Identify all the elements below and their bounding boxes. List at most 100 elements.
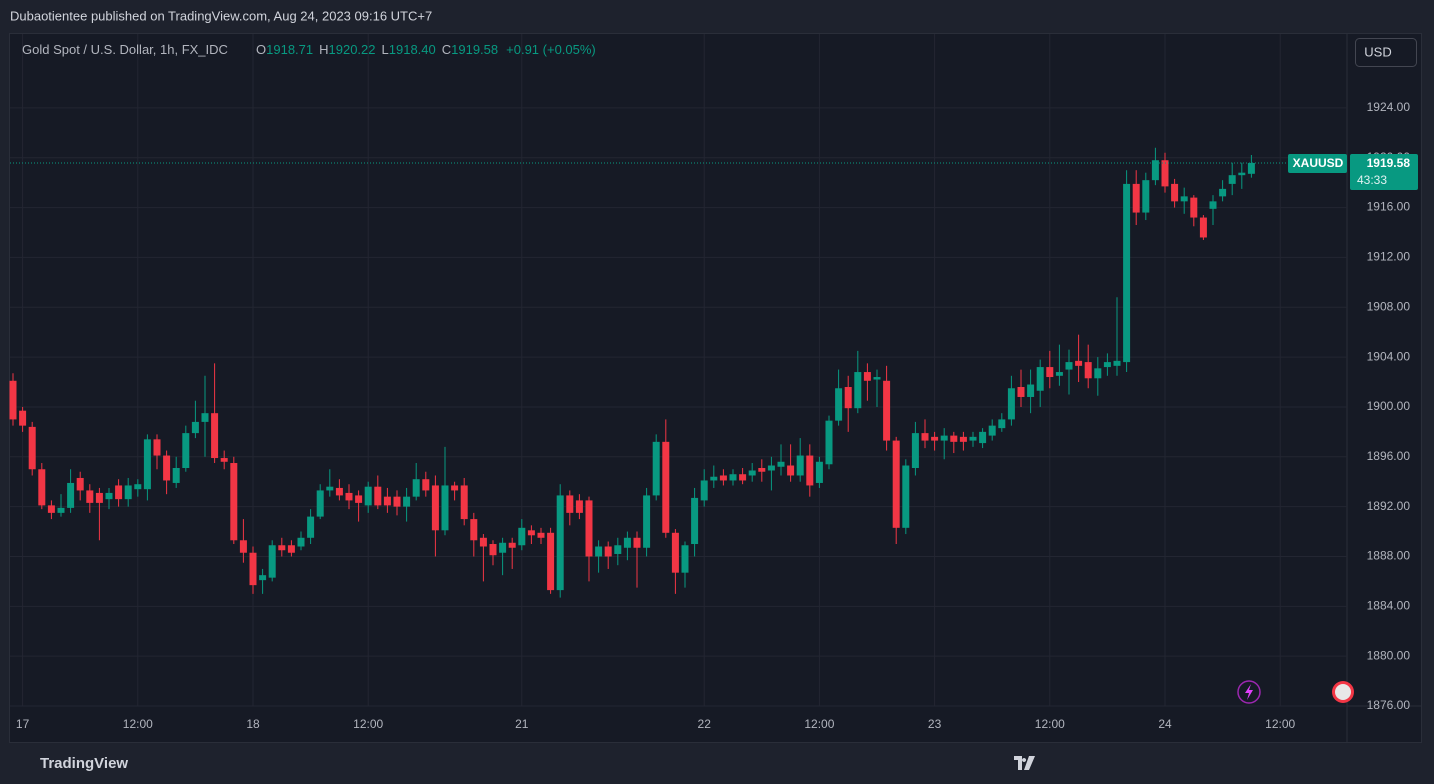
candle-body <box>345 492 353 501</box>
candle-body <box>508 542 516 548</box>
y-tick-label: 1924.00 <box>1367 100 1411 114</box>
candle-body <box>1190 197 1198 218</box>
candle-body <box>297 537 305 547</box>
candle-body <box>979 431 987 444</box>
candle-body <box>230 463 238 541</box>
candle-body <box>403 496 411 507</box>
candle-body <box>268 545 276 578</box>
y-tick-label: 1916.00 <box>1367 200 1411 214</box>
symbol-label: XAUUSD <box>1293 156 1344 170</box>
candle-body <box>758 468 766 472</box>
candle-body <box>633 537 641 548</box>
candle-body <box>191 421 199 434</box>
candle-body <box>556 495 564 591</box>
candle-body <box>1027 384 1035 397</box>
candle-body <box>1055 372 1063 376</box>
candle-body <box>719 475 727 481</box>
candle-body <box>1219 188 1227 197</box>
candle-body <box>95 492 103 503</box>
candle-body <box>38 469 46 506</box>
candle-body <box>422 479 430 491</box>
ohlc-value: 1918.71 <box>266 42 313 57</box>
candle-body <box>143 439 151 490</box>
candle-body <box>1123 183 1131 363</box>
candle-body <box>431 485 439 531</box>
candle-body <box>902 465 910 528</box>
events-icon[interactable] <box>1237 680 1261 704</box>
candle-body <box>825 420 833 465</box>
y-tick-label: 1876.00 <box>1367 698 1411 712</box>
candle-body <box>451 485 459 491</box>
candle-body <box>1113 360 1121 366</box>
y-tick-label: 1900.00 <box>1367 399 1411 413</box>
candle-body <box>124 485 132 500</box>
candle-body <box>518 527 526 546</box>
candle-body <box>796 455 804 476</box>
x-tick-label: 12:00 <box>1035 717 1065 731</box>
candle-body <box>998 419 1006 429</box>
last-price: 1919.58 <box>1367 156 1411 170</box>
candle-body <box>1238 172 1246 176</box>
publisher: Dubaotientee published on TradingView.co… <box>10 8 432 23</box>
candle-body <box>892 440 900 528</box>
candle-body <box>441 485 449 531</box>
candle-body <box>873 377 881 380</box>
candle-body <box>835 388 843 421</box>
candle-body <box>950 435 958 442</box>
candle-body <box>729 474 737 481</box>
candle-body <box>76 477 84 491</box>
candle-body <box>585 500 593 557</box>
candle-body <box>393 496 401 507</box>
symbol-label-box <box>1288 153 1347 173</box>
candle-body <box>1094 368 1102 379</box>
y-tick-label: 1912.00 <box>1367 250 1411 264</box>
candle-body <box>806 455 814 486</box>
candle-body <box>969 436 977 441</box>
candle-body <box>988 425 996 436</box>
candle-body <box>134 484 142 490</box>
ohlc-key: H <box>319 42 328 57</box>
candle-body <box>182 433 190 469</box>
candle-body <box>278 545 286 551</box>
candle-body <box>748 470 756 476</box>
lightning <box>1245 684 1253 700</box>
candle-body <box>1103 362 1111 368</box>
candle-body <box>815 461 823 483</box>
candle-body <box>412 479 420 497</box>
candle-body <box>1007 388 1015 420</box>
candle-body <box>700 480 708 501</box>
candle-body <box>527 530 535 536</box>
x-tick-label: 21 <box>515 717 529 731</box>
candle-body <box>1180 196 1188 202</box>
candle-body <box>239 540 247 553</box>
candle-body <box>739 474 747 481</box>
candle-body <box>153 439 161 456</box>
candle-body <box>1142 180 1150 213</box>
candle-body <box>67 482 75 508</box>
ohlc-value: 1918.40 <box>389 42 436 57</box>
currency[interactable]: USD <box>1364 44 1391 59</box>
candle-body <box>105 492 113 500</box>
candle-body <box>662 441 670 533</box>
candle-body <box>681 545 689 573</box>
candle-body <box>575 500 583 513</box>
axes: 1876.00 1880.00 1884.00 1888.00 1892.00 1896.… <box>16 100 1418 731</box>
candle-body <box>211 413 219 459</box>
ohlc-key: O <box>256 42 266 57</box>
countdown: 43:33 <box>1357 173 1387 187</box>
candle-body <box>163 455 171 481</box>
candle-body <box>201 413 209 422</box>
candle-body <box>959 436 967 442</box>
candle-body <box>777 461 785 467</box>
currency-button[interactable] <box>1355 38 1417 67</box>
candle-body <box>364 486 372 506</box>
x-tick-label: 24 <box>1158 717 1172 731</box>
price-label-box <box>1350 153 1418 190</box>
candle-body <box>595 546 603 557</box>
candle-body <box>1228 175 1236 184</box>
ohlc-value: 1919.58 <box>451 42 498 57</box>
candle-body <box>1036 367 1044 391</box>
ohlc-key: C <box>442 42 451 57</box>
candle-body <box>652 441 660 496</box>
candle-body <box>479 537 487 547</box>
